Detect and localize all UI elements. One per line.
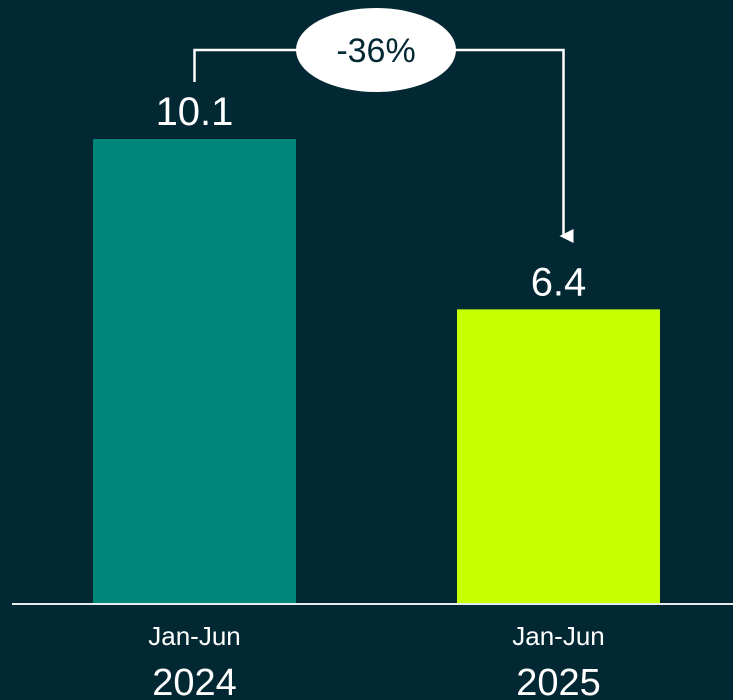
bar-2024 bbox=[93, 139, 296, 604]
value-label-2025: 6.4 bbox=[531, 260, 587, 304]
change-label: -36% bbox=[336, 32, 415, 70]
value-label-2024: 10.1 bbox=[156, 90, 234, 134]
year-label-2025: 2025 bbox=[516, 662, 601, 700]
year-label-2024: 2024 bbox=[152, 662, 237, 700]
period-label-2024: Jan-Jun bbox=[148, 621, 241, 651]
change-badge bbox=[296, 8, 456, 92]
period-label-2025: Jan-Jun bbox=[512, 621, 605, 651]
bar-2025 bbox=[457, 309, 660, 604]
